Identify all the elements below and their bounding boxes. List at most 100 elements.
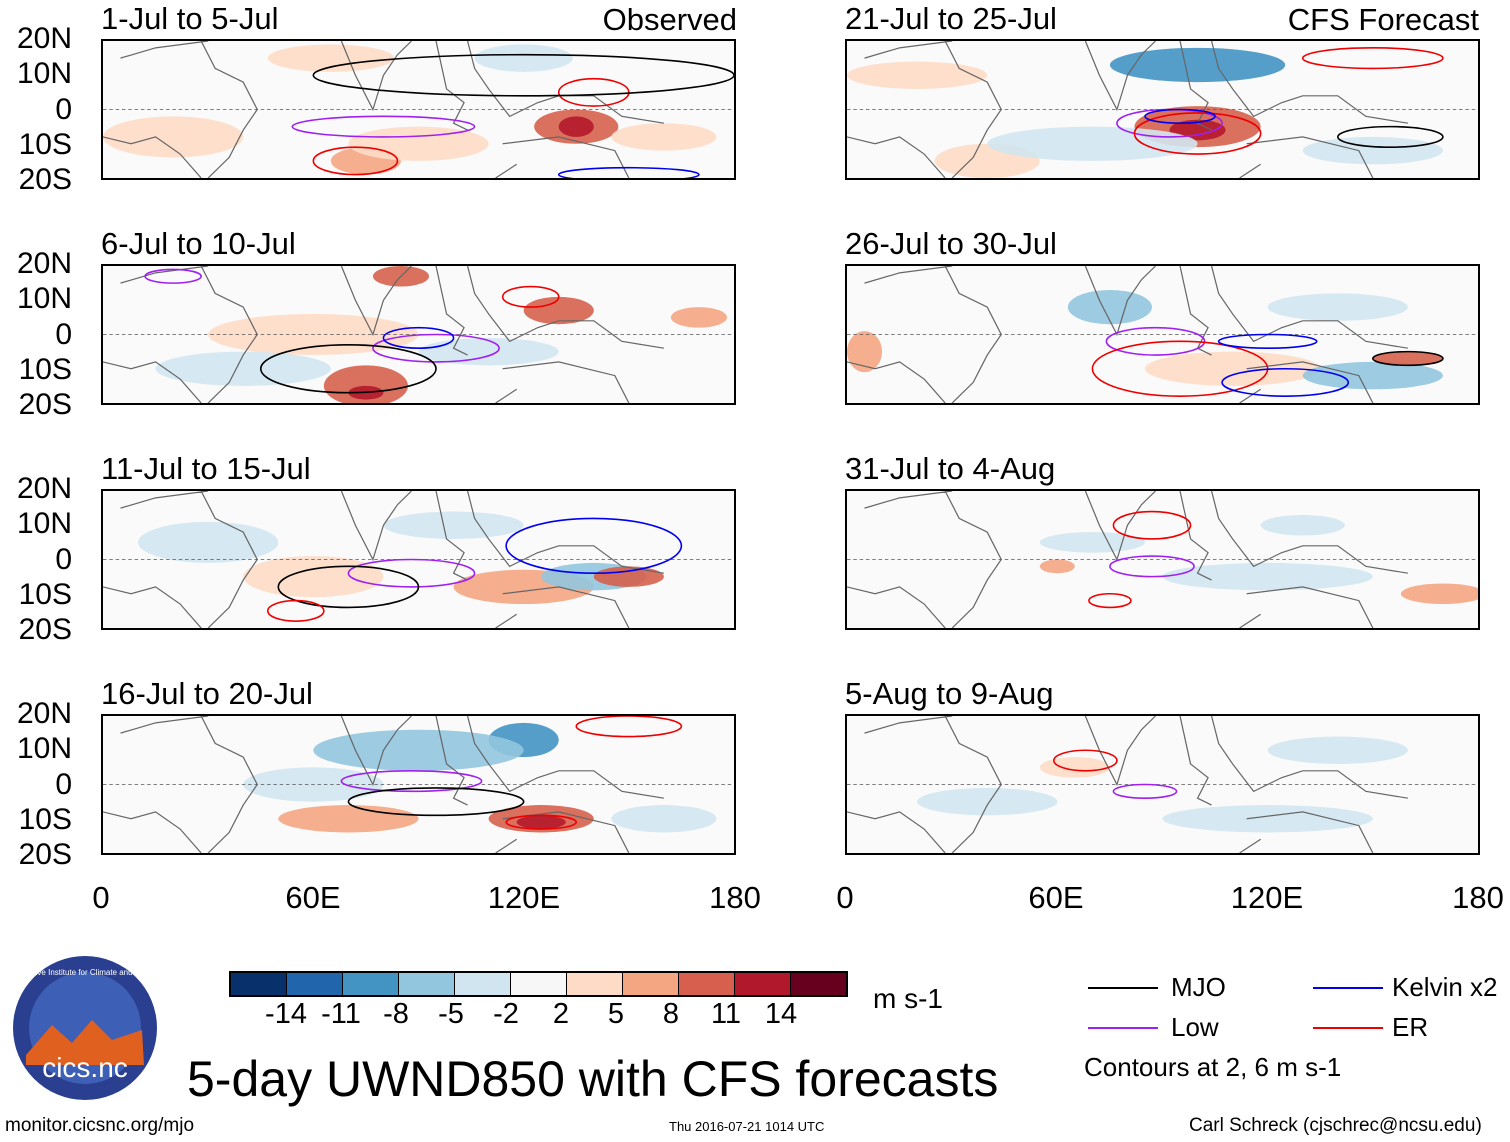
filter-contour [1106, 328, 1204, 355]
x-tick: 180 [1452, 880, 1504, 915]
filter-contour [278, 566, 418, 607]
filter-contour [373, 335, 499, 362]
y-tick: 10S [18, 127, 72, 161]
y-tick: 10S [18, 802, 72, 836]
y-tick: 0 [55, 767, 72, 801]
y-tick: 20S [18, 613, 72, 646]
filter-contour [506, 815, 576, 829]
wind-anomaly-region [670, 307, 727, 328]
wind-anomaly-region [1372, 351, 1443, 366]
colorbar-swatch [567, 973, 623, 995]
wind-anomaly-region [418, 337, 559, 366]
map-panel [845, 714, 1480, 855]
wind-anomaly-region [593, 566, 664, 587]
wind-anomaly-region [1144, 351, 1321, 386]
filter-contour [1338, 127, 1443, 148]
filter-contour [261, 345, 436, 393]
filter-contour [1219, 335, 1317, 349]
filter-contour [503, 287, 559, 308]
x-tick: 120E [1230, 880, 1304, 915]
y-tick: 20N [16, 472, 72, 505]
filter-contour [1373, 352, 1443, 366]
panel-title: 6-Jul to 10-Jul [101, 226, 296, 261]
colorbar-tick: -5 [438, 998, 464, 1030]
wind-anomaly-region [847, 331, 883, 373]
wind-anomaly-region [1260, 514, 1345, 536]
y-tick: 10N [16, 732, 72, 766]
colorbar-tick: -8 [383, 998, 409, 1030]
panel-title: 1-Jul to 5-Jul [101, 1, 279, 36]
wind-anomaly-region [155, 351, 331, 386]
colorbar-swatch [231, 973, 287, 995]
colorbar-tick: 11 [710, 998, 742, 1030]
x-tick: 0 [92, 880, 110, 915]
map-panel [101, 264, 736, 405]
filter-contour [559, 168, 699, 178]
x-tick: 180 [709, 880, 761, 915]
legend-line-kelvin [1313, 987, 1383, 989]
panel-title: 21-Jul to 25-Jul [845, 1, 1057, 36]
wind-anomaly-region [243, 556, 384, 598]
wind-anomaly-region [1400, 583, 1478, 605]
footer-timestamp: Thu 2016-07-21 1014 UTC [669, 1119, 825, 1134]
y-tick: 0 [55, 317, 72, 351]
y-tick: 10S [18, 352, 72, 386]
wind-anomaly-region [1109, 47, 1286, 83]
filter-contour [313, 55, 734, 96]
colorbar-swatch [399, 973, 455, 995]
filter-contour [576, 716, 681, 737]
y-tick: 20N [16, 697, 72, 730]
wind-anomaly-region [267, 44, 394, 72]
map-panel [845, 264, 1480, 405]
filter-contour [1303, 48, 1443, 69]
wind-anomaly-region [138, 521, 279, 563]
wind-anomaly-region [987, 126, 1198, 161]
filter-contour [383, 328, 453, 349]
legend-line-mjo [1088, 987, 1158, 989]
y-tick: 0 [55, 92, 72, 126]
colorbar-tick: 8 [662, 998, 680, 1030]
wind-anomaly-region [1039, 757, 1110, 778]
map-panel [101, 489, 736, 630]
logo-text: cics.nc [42, 1052, 128, 1083]
wind-anomaly-region [323, 365, 408, 403]
wind-anomaly-region [474, 44, 573, 72]
chart-title: 5-day UWND850 with CFS forecasts [187, 1051, 999, 1107]
legend-er: ER [1392, 1012, 1429, 1042]
x-tick: 60E [1028, 880, 1084, 915]
filter-contour [506, 518, 681, 573]
map-panel [845, 39, 1480, 180]
filter-contour [348, 560, 474, 587]
map-panel [845, 489, 1480, 630]
colorbar-swatch [623, 973, 679, 995]
filter-contour [1113, 785, 1176, 799]
colorbar-swatch [735, 973, 791, 995]
wind-anomaly-region [611, 805, 717, 833]
panel-title: 5-Aug to 9-Aug [845, 676, 1054, 711]
legend-low: Low [1171, 1012, 1219, 1042]
wind-anomaly-region [1302, 136, 1443, 165]
legend-mjo: MJO [1171, 972, 1226, 1002]
wind-anomaly-region [103, 116, 244, 158]
y-tick: 10N [16, 57, 72, 91]
filter-contour [1089, 594, 1131, 608]
wind-anomaly-region [1039, 559, 1075, 574]
wind-anomaly-region [516, 815, 566, 830]
forecast-label: CFS Forecast [1287, 2, 1479, 37]
filter-contour [559, 79, 629, 106]
legend-line-er [1313, 1027, 1383, 1029]
colorbar-tick: 5 [607, 998, 625, 1030]
panel-title: 26-Jul to 30-Jul [845, 226, 1057, 261]
colorbar-swatch [455, 973, 511, 995]
footer-author: Carl Schreck (cjschrec@ncsu.edu) [1189, 1115, 1482, 1136]
colorbar-swatch [343, 973, 399, 995]
logo-ring-text: Cooperative Institute for Climate and Sa… [12, 968, 158, 977]
y-tick: 20S [18, 163, 72, 196]
colorbar-tick: 2 [552, 998, 570, 1030]
map-panel [101, 714, 736, 855]
filter-contour [1110, 556, 1194, 577]
colorbar-tick: -2 [493, 998, 519, 1030]
wind-anomaly-region [1162, 562, 1373, 591]
wind-anomaly-region [313, 729, 524, 771]
